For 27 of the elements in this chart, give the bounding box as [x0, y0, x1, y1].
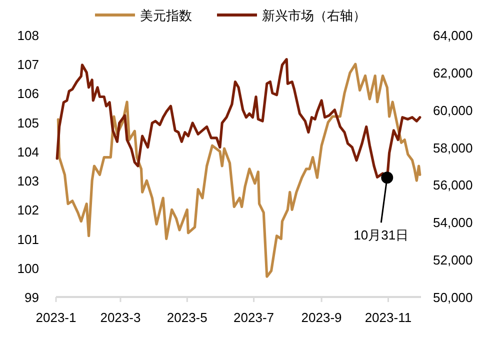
y-tick-label: 103: [17, 174, 39, 189]
y-tick-label: 105: [17, 115, 39, 130]
legend-label: 新兴市场（右轴）: [262, 8, 366, 23]
x-tick-label: 2023-1: [36, 310, 76, 325]
x-tick-label: 2023-5: [166, 310, 208, 325]
y2-tick-label: 50,000: [433, 290, 473, 305]
y-tick-label: 107: [17, 57, 39, 72]
x-tick-label: 2023-7: [234, 310, 274, 325]
y2-tick-label: 60,000: [433, 102, 473, 118]
y2-tick-label: 52,000: [433, 252, 473, 268]
y-tick-label: 106: [17, 86, 39, 102]
y-tick-label: 100: [17, 260, 39, 276]
y2-tick-label: 54,000: [433, 215, 473, 230]
y2-tick-label: 56,000: [433, 178, 473, 193]
y-tick-label: 108: [17, 28, 39, 43]
x-tick-label: 2023-11: [364, 310, 412, 325]
y2-tick-label: 58,000: [433, 140, 473, 156]
y-tick-label: 104: [17, 144, 39, 160]
y2-tick-label: 62,000: [433, 65, 473, 80]
x-tick-label: 2023-3: [100, 310, 141, 325]
y-tick-label: 99: [24, 290, 39, 305]
y-tick-label: 102: [17, 202, 39, 218]
y-tick-label: 101: [17, 232, 39, 247]
x-tick-label: 2023-9: [301, 310, 342, 325]
annotation: 10月31日: [354, 228, 409, 243]
legend-label: 美元指数: [140, 8, 192, 23]
y2-tick-label: 64,000: [433, 28, 473, 43]
